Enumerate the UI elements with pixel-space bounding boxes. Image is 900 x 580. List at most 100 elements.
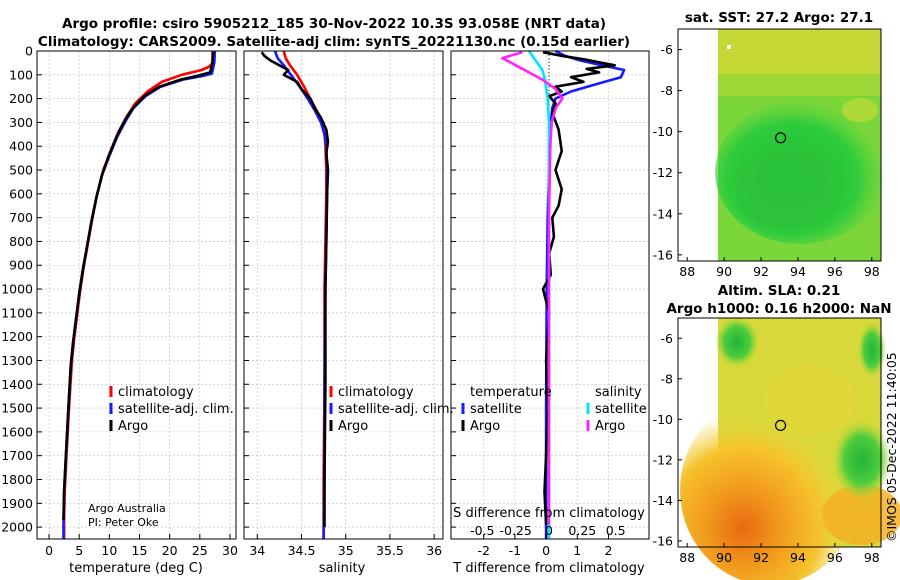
y-tick-label: 1600 <box>1 424 33 439</box>
map-y-tick-label: -16 <box>653 247 673 262</box>
y-tick-label: 0 <box>25 44 33 59</box>
x-tick-label: 2 <box>604 543 612 558</box>
credit-pi: PI: Peter Oke <box>88 516 159 529</box>
y-tick-label: 900 <box>9 258 33 273</box>
difference-s-xlabel: S difference from climatology <box>453 506 645 521</box>
s-tick-label: -0.5 <box>470 523 494 538</box>
legend-temperature-title: temperature <box>470 385 552 400</box>
map-x-tick-label: 98 <box>864 264 880 279</box>
x-tick-label: 10 <box>101 543 117 558</box>
map-x-tick-label: 90 <box>716 264 732 279</box>
map-y-tick-label: -8 <box>661 371 674 386</box>
series-line-satellite-adj-clim- <box>62 50 217 539</box>
s-tick-label: 0.25 <box>568 523 596 538</box>
series-line-satellite-adj-clim- <box>273 50 329 540</box>
sla-yellow-patch-center <box>765 365 855 435</box>
y-tick-label: 1700 <box>1 448 33 463</box>
salinity-axes-box <box>243 50 444 540</box>
map-y-tick-label: -14 <box>653 493 673 508</box>
y-tick-label: 1900 <box>1 496 33 511</box>
sst-argo-location-marker <box>774 132 787 144</box>
legend-climatology-label: climatology <box>118 385 194 400</box>
x-tick-label: 1 <box>573 543 581 558</box>
salinity-panel: 34 34.5 35 35.5 36 salinity climatology sate… <box>243 50 454 576</box>
difference-series <box>500 49 626 539</box>
sst-field <box>715 29 885 261</box>
x-tick-label: 5 <box>75 543 83 558</box>
legend-t-argo-label: Argo <box>470 419 500 434</box>
difference-axes-box <box>450 50 650 540</box>
difference-grid <box>451 50 649 539</box>
y-tick-label: 1500 <box>1 401 33 416</box>
sla-green-patch-northwest <box>715 316 759 368</box>
y-tick-label: 1800 <box>1 472 33 487</box>
difference-ticks: -2 -1 0 1 2 -0.5 -0.25 0 0.25 0.5 <box>451 50 626 558</box>
series-line-argo <box>62 52 215 521</box>
y-tick-label: 1200 <box>1 329 33 344</box>
map-x-tick-label: 88 <box>679 550 695 565</box>
map-y-tick-label: -14 <box>653 206 673 221</box>
legend-climatology-label: climatology <box>338 385 414 400</box>
map-y-tick-label: -6 <box>661 42 674 57</box>
s-tick-label: 0 <box>545 523 553 538</box>
sst-warm-patch <box>842 98 878 122</box>
temperature-series <box>62 50 217 539</box>
y-tick-label: 1300 <box>1 353 33 368</box>
map-y-tick-label: -8 <box>661 83 674 98</box>
series-line-argo <box>260 51 330 528</box>
salinity-xlabel: salinity <box>319 561 366 576</box>
x-tick-label: 0 <box>45 543 53 558</box>
series-line-s-argo <box>500 50 564 525</box>
map-y-tick-label: -12 <box>653 165 673 180</box>
sst-cool-core-2 <box>735 150 845 230</box>
y-tick-label: 200 <box>9 91 33 106</box>
sla-green-patch-northeast <box>858 322 886 378</box>
salinity-grid <box>244 50 443 539</box>
sst-map-title: sat. SST: 27.2 Argo: 27.1 <box>685 10 873 26</box>
y-tick-label: 700 <box>9 210 33 225</box>
temperature-axes-box <box>36 50 237 540</box>
salinity-ticks: 34 34.5 35 35.5 36 <box>244 50 442 558</box>
y-tick-label: 1400 <box>1 377 33 392</box>
y-tick-label: 400 <box>9 139 33 154</box>
y-tick-label: 800 <box>9 234 33 249</box>
temperature-panel: 0 5 10 15 20 25 300100200300400500600700800900… <box>1 44 238 577</box>
legend-argo-label: Argo <box>338 419 368 434</box>
x-tick-label: 35 <box>338 543 354 558</box>
map-x-tick-label: 92 <box>753 550 769 565</box>
series-line-climatology <box>282 50 328 539</box>
sla-map-axes-box <box>677 317 882 548</box>
y-tick-label: 300 <box>9 115 33 130</box>
temperature-legend: climatology satellite-adj. clim. Argo <box>109 385 234 434</box>
x-tick-label: -2 <box>478 543 490 558</box>
timestamp-stamp: ©IMOS 05-Dec-2022 11:40:05 <box>884 352 899 542</box>
series-line-t-satellite <box>544 49 626 539</box>
x-tick-label: 0 <box>542 543 550 558</box>
legend-s-argo-label: Argo <box>595 419 625 434</box>
temperature-xlabel: temperature (deg C) <box>69 561 203 576</box>
y-tick-label: 1100 <box>1 305 33 320</box>
y-tick-label: 100 <box>9 67 33 82</box>
difference-panel: -2 -1 0 1 2 -0.5 -0.25 0 0.25 0.5 T difference fr… <box>450 49 650 576</box>
figure-title-line2: Climatology: CARS2009. Satellite-adj cli… <box>38 34 630 50</box>
x-tick-label: 34 <box>249 543 265 558</box>
figure-title-line1: Argo profile: csiro 5905212_185 30-Nov-2… <box>62 16 606 32</box>
sst-missing-pixel <box>727 45 731 49</box>
map-x-tick-label: 98 <box>864 550 880 565</box>
map-y-tick-label: -6 <box>661 331 674 346</box>
map-x-tick-label: 94 <box>790 550 806 565</box>
legend-salinity-title: salinity <box>595 385 642 400</box>
s-tick-label: 0.5 <box>606 523 626 538</box>
temperature-ticks: 0 5 10 15 20 25 300100200300400500600700800900… <box>1 44 238 559</box>
sla-map-panel: Altim. SLA: 0.21 Argo h1000: 0.16 h2000:… <box>653 283 900 580</box>
salinity-series <box>260 50 330 540</box>
map-x-tick-label: 88 <box>679 264 695 279</box>
s-tick-label: -0.25 <box>499 523 531 538</box>
y-tick-label: 2000 <box>1 520 33 535</box>
map-y-tick-label: -10 <box>653 124 673 139</box>
x-tick-label: 35.5 <box>376 543 404 558</box>
difference-t-xlabel: T difference from climatology <box>452 561 645 576</box>
map-y-tick-label: -10 <box>653 412 673 427</box>
legend-t-satellite-label: satellite <box>470 402 522 417</box>
